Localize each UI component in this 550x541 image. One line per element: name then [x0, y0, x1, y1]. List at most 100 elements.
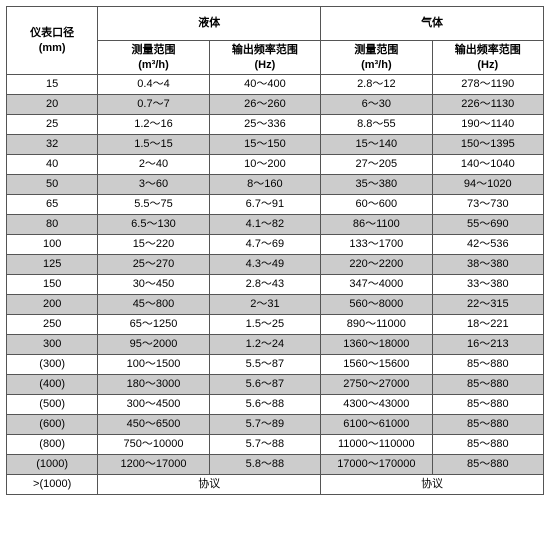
table-row: 402～4010～20027～205140～1040 [7, 155, 544, 175]
cell-c1: 1.5～15 [98, 135, 209, 155]
cell-c3: 6100～61000 [321, 415, 432, 435]
cell-c3: 890～11000 [321, 315, 432, 335]
cell-c0: 15 [7, 75, 98, 95]
cell-c4: 38～380 [432, 255, 543, 275]
table-body: 150.4～440～4002.8～12278～1190200.7～726～260… [7, 75, 544, 495]
cell-c2: 26～260 [209, 95, 320, 115]
cell-c4: 190～1140 [432, 115, 543, 135]
cell-c1: 6.5～130 [98, 215, 209, 235]
cell-c1: 25～270 [98, 255, 209, 275]
cell-c2: 5.5～87 [209, 355, 320, 375]
table-row: 150.4～440～4002.8～12278～1190 [7, 75, 544, 95]
cell-c3: 6～30 [321, 95, 432, 115]
cell-c2: 5.6～88 [209, 395, 320, 415]
cell-c1: 30～450 [98, 275, 209, 295]
table-row: 25065～12501.5～25890～1100018～221 [7, 315, 544, 335]
cell-c0: 80 [7, 215, 98, 235]
cell-c2: 15～150 [209, 135, 320, 155]
table-row: 10015～2204.7～69133～170042～536 [7, 235, 544, 255]
cell-c2: 25～336 [209, 115, 320, 135]
cell-c3: 27～205 [321, 155, 432, 175]
cell-c3: 2.8～12 [321, 75, 432, 95]
cell-c3: 220～2200 [321, 255, 432, 275]
table-row: (300)100～15005.5～871560～1560085～880 [7, 355, 544, 375]
cell-c3: 17000～170000 [321, 455, 432, 475]
cell-c0: 32 [7, 135, 98, 155]
cell-c2: 2.8～43 [209, 275, 320, 295]
cell-c3: 560～8000 [321, 295, 432, 315]
header-gas-range-l2: (m³/h) [323, 58, 429, 72]
cell-c2: 5.6～87 [209, 375, 320, 395]
cell-c4: 42～536 [432, 235, 543, 255]
cell-c0: 25 [7, 115, 98, 135]
cell-c1: 5.5～75 [98, 195, 209, 215]
cell-c2: 5.8～88 [209, 455, 320, 475]
cell-c2: 4.1～82 [209, 215, 320, 235]
cell-c4: 85～880 [432, 415, 543, 435]
cell-c4: 140～1040 [432, 155, 543, 175]
cell-c4: 85～880 [432, 455, 543, 475]
cell-c3: 8.8～55 [321, 115, 432, 135]
cell-c4: 85～880 [432, 435, 543, 455]
cell-merged-liquid: 协议 [98, 475, 321, 495]
cell-merged-gas: 协议 [321, 475, 544, 495]
header-liquid-freq-l2: (Hz) [212, 58, 318, 72]
cell-c2: 1.2～24 [209, 335, 320, 355]
cell-c1: 450～6500 [98, 415, 209, 435]
cell-c4: 33～380 [432, 275, 543, 295]
cell-c2: 5.7～89 [209, 415, 320, 435]
cell-c0: 300 [7, 335, 98, 355]
cell-c4: 85～880 [432, 395, 543, 415]
cell-c0: 200 [7, 295, 98, 315]
cell-c0: 65 [7, 195, 98, 215]
cell-c0: 100 [7, 235, 98, 255]
cell-c4: 55～690 [432, 215, 543, 235]
cell-c4: 18～221 [432, 315, 543, 335]
header-liquid-range: 测量范围 (m³/h) [98, 41, 209, 75]
cell-c3: 2750～27000 [321, 375, 432, 395]
cell-c4: 22～315 [432, 295, 543, 315]
cell-c3: 347～4000 [321, 275, 432, 295]
cell-c1: 15～220 [98, 235, 209, 255]
cell-c0: >(1000) [7, 475, 98, 495]
cell-c2: 5.7～88 [209, 435, 320, 455]
cell-c1: 180～3000 [98, 375, 209, 395]
header-diameter: 仪表口径 (mm) [7, 7, 98, 75]
table-row: 12525～2704.3～49220～220038～380 [7, 255, 544, 275]
cell-c4: 226～1130 [432, 95, 543, 115]
cell-c3: 86～1100 [321, 215, 432, 235]
cell-c0: (300) [7, 355, 98, 375]
header-gas-freq-l1: 输出频率范围 [435, 43, 541, 57]
header-liquid-range-l2: (m³/h) [100, 58, 206, 72]
cell-c0: 50 [7, 175, 98, 195]
cell-c1: 0.4～4 [98, 75, 209, 95]
table-row: 30095～20001.2～241360～1800016～213 [7, 335, 544, 355]
cell-c0: 150 [7, 275, 98, 295]
cell-c4: 94～1020 [432, 175, 543, 195]
header-gas: 气体 [321, 7, 544, 41]
cell-c0: 250 [7, 315, 98, 335]
cell-c2: 40～400 [209, 75, 320, 95]
cell-c1: 95～2000 [98, 335, 209, 355]
table-row: (500)300～45005.6～884300～4300085～880 [7, 395, 544, 415]
table-row: (800)750～100005.7～8811000～11000085～880 [7, 435, 544, 455]
table-row: 806.5～1304.1～8286～110055～690 [7, 215, 544, 235]
cell-c0: (500) [7, 395, 98, 415]
table-row: 321.5～1515～15015～140150～1395 [7, 135, 544, 155]
cell-c0: (600) [7, 415, 98, 435]
header-liquid-range-l1: 测量范围 [100, 43, 206, 57]
cell-c0: (800) [7, 435, 98, 455]
cell-c1: 750～10000 [98, 435, 209, 455]
cell-c2: 8～160 [209, 175, 320, 195]
table-row: 200.7～726～2606～30226～1130 [7, 95, 544, 115]
cell-c4: 16～213 [432, 335, 543, 355]
table-row: 503～608～16035～38094～1020 [7, 175, 544, 195]
table-row: 655.5～756.7～9160～60073～730 [7, 195, 544, 215]
cell-c0: 125 [7, 255, 98, 275]
cell-c1: 45～800 [98, 295, 209, 315]
cell-c1: 2～40 [98, 155, 209, 175]
cell-c4: 85～880 [432, 355, 543, 375]
cell-c0: (1000) [7, 455, 98, 475]
cell-c3: 15～140 [321, 135, 432, 155]
cell-c4: 85～880 [432, 375, 543, 395]
